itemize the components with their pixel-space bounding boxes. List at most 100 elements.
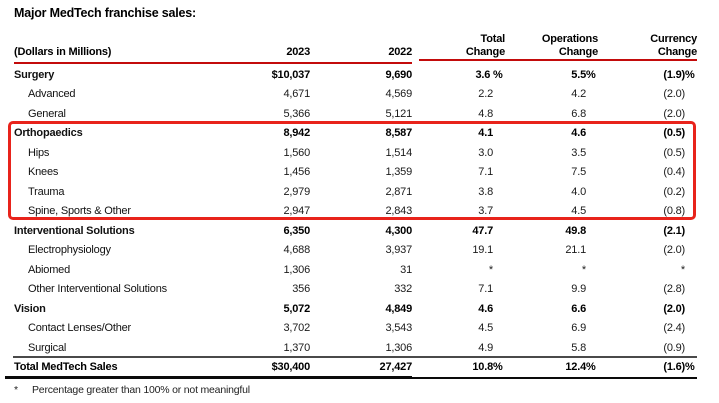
cell-total-change: 7.1	[478, 283, 493, 296]
cell-2023: 3,702	[283, 322, 310, 335]
row-label: Electrophysiology	[28, 244, 111, 257]
cell-2023: 2,979	[283, 185, 310, 198]
cell-currency-change: (2.0)	[663, 244, 685, 257]
cell-total-change: 2.2	[478, 88, 493, 101]
cell-2022: 4,849	[385, 302, 412, 315]
table-row: General 5,366 5,121 4.8 6.8 (2.0)	[0, 104, 719, 124]
total-row-top-rule	[13, 356, 697, 358]
cell-total-change: 4.5	[478, 322, 493, 335]
table-bottom-border-thick	[5, 375, 412, 379]
table-row: Advanced 4,671 4,569 2.2 4.2 (2.0)	[0, 85, 719, 105]
cell-2023: 4,671	[283, 88, 310, 101]
table-row: Vision 5,072 4,849 4.6 6.6 (2.0)	[0, 299, 719, 319]
row-label: Orthopaedics	[14, 127, 83, 140]
cell-2022: 2,871	[385, 185, 412, 198]
cell-currency-change: (2.8)	[663, 283, 685, 296]
cell-2022: 1,359	[385, 166, 412, 179]
table-row: Electrophysiology 4,688 3,937 19.1 21.1 (2.0)	[0, 241, 719, 261]
column-header-total-change: Total Change	[465, 33, 505, 58]
footnote: * Percentage greater than 100% or not me…	[14, 384, 250, 396]
cell-operations-change: 4.5	[571, 205, 586, 218]
row-label: Vision	[14, 302, 46, 315]
cell-total-change: 4.8	[478, 107, 493, 120]
cell-currency-change: (2.0)	[663, 302, 685, 315]
row-label: Hips	[28, 146, 50, 159]
cell-currency-change: (2.1)	[663, 224, 685, 237]
cell-total-change: 3.6 %	[475, 68, 503, 81]
cell-total-change: 4.1	[478, 127, 493, 140]
row-label: Other Interventional Solutions	[28, 283, 167, 296]
table-row: Abiomed 1,306 31 * * *	[0, 260, 719, 280]
cell-2022: 1,514	[385, 146, 412, 159]
cell-currency-change: (2.0)	[663, 107, 685, 120]
row-label: Knees	[28, 166, 59, 179]
cell-currency-change: (0.4)	[663, 166, 685, 179]
cell-total-change: 3.7	[478, 205, 493, 218]
cell-currency-change: (0.5)	[663, 146, 685, 159]
table-row: Spine, Sports & Other 2,947 2,843 3.7 4.5 (0.…	[0, 202, 719, 222]
cell-2022: 9,690	[385, 68, 412, 81]
cell-total-change: 4.6	[478, 302, 493, 315]
table-row: Surgical 1,370 1,306 4.9 5.8 (0.9)	[0, 338, 719, 358]
column-header-currency-change: Currency Change	[650, 33, 697, 58]
row-label: Surgery	[14, 68, 55, 81]
cell-2023: 2,947	[283, 205, 310, 218]
cell-total-change: 3.0	[478, 146, 493, 159]
cell-operations-change: 5.8	[571, 341, 586, 354]
cell-2022: 332	[394, 283, 412, 296]
cell-currency-change: (1.9)%	[663, 68, 695, 81]
cell-2023: 5,072	[283, 302, 310, 315]
cell-total-change: 7.1	[478, 166, 493, 179]
cell-total-change: *	[488, 263, 493, 276]
row-label: Surgical	[28, 341, 67, 354]
cell-2023: 1,306	[283, 263, 310, 276]
cell-operations-change: 6.6	[571, 302, 586, 315]
row-label: General	[28, 107, 66, 120]
page-title: Major MedTech franchise sales:	[14, 6, 197, 20]
cell-2022: 3,937	[385, 244, 412, 257]
cell-operations-change: 7.5	[571, 166, 586, 179]
cell-operations-change: 6.8	[571, 107, 586, 120]
cell-currency-change: (2.4)	[663, 322, 685, 335]
cell-total-change: 47.7	[472, 224, 493, 237]
header-rule-right	[419, 59, 697, 61]
cell-2023: 8,942	[283, 127, 310, 140]
row-label: Contact Lenses/Other	[28, 322, 132, 335]
cell-currency-change: (0.9)	[663, 341, 685, 354]
cell-total-change: 19.1	[472, 244, 493, 257]
table-row: Surgery $10,037 9,690 3.6 % 5.5% (1.9)%	[0, 65, 719, 85]
cell-operations-change: 4.0	[571, 185, 586, 198]
table-body: Surgery $10,037 9,690 3.6 % 5.5% (1.9)% Advanc…	[0, 65, 719, 358]
cell-total-change: 4.9	[478, 341, 493, 354]
cell-operations-change: 9.9	[571, 283, 586, 296]
table-row: Knees 1,456 1,359 7.1 7.5 (0.4)	[0, 163, 719, 183]
cell-2022: 4,300	[385, 224, 412, 237]
cell-2022: 2,843	[385, 205, 412, 218]
cell-operations-change: 4.6	[571, 127, 586, 140]
cell-currency-change: (2.0)	[663, 88, 685, 101]
cell-currency-change: (1.6)%	[663, 361, 695, 374]
row-label: Spine, Sports & Other	[28, 205, 131, 218]
row-label: Total MedTech Sales	[14, 361, 118, 374]
cell-2023: 4,688	[283, 244, 310, 257]
cell-operations-change: *	[581, 263, 586, 276]
table-row: Trauma 2,979 2,871 3.8 4.0 (0.2)	[0, 182, 719, 202]
cell-2022: 1,306	[385, 341, 412, 354]
total-row: Total MedTech Sales $30,400 27,427 10.8% 12.…	[0, 358, 719, 378]
cell-operations-change: 21.1	[565, 244, 586, 257]
footnote-text: Percentage greater than 100% or not mean…	[32, 384, 250, 396]
footnote-marker: *	[14, 384, 18, 396]
column-header-operations-change: Operations Change	[541, 33, 598, 58]
table-row: Hips 1,560 1,514 3.0 3.5 (0.5)	[0, 143, 719, 163]
cell-currency-change: (0.8)	[663, 205, 685, 218]
cell-currency-change: (0.5)	[663, 127, 685, 140]
row-label: Advanced	[28, 88, 76, 101]
cell-2023: $10,037	[271, 68, 311, 81]
cell-2023: 5,366	[283, 107, 310, 120]
cell-operations-change: 5.5%	[571, 68, 596, 81]
cell-total-change: 3.8	[478, 185, 493, 198]
column-header-dollars-in-millions: (Dollars in Millions)	[14, 46, 112, 58]
cell-operations-change: 3.5	[571, 146, 586, 159]
cell-2022: 5,121	[385, 107, 412, 120]
